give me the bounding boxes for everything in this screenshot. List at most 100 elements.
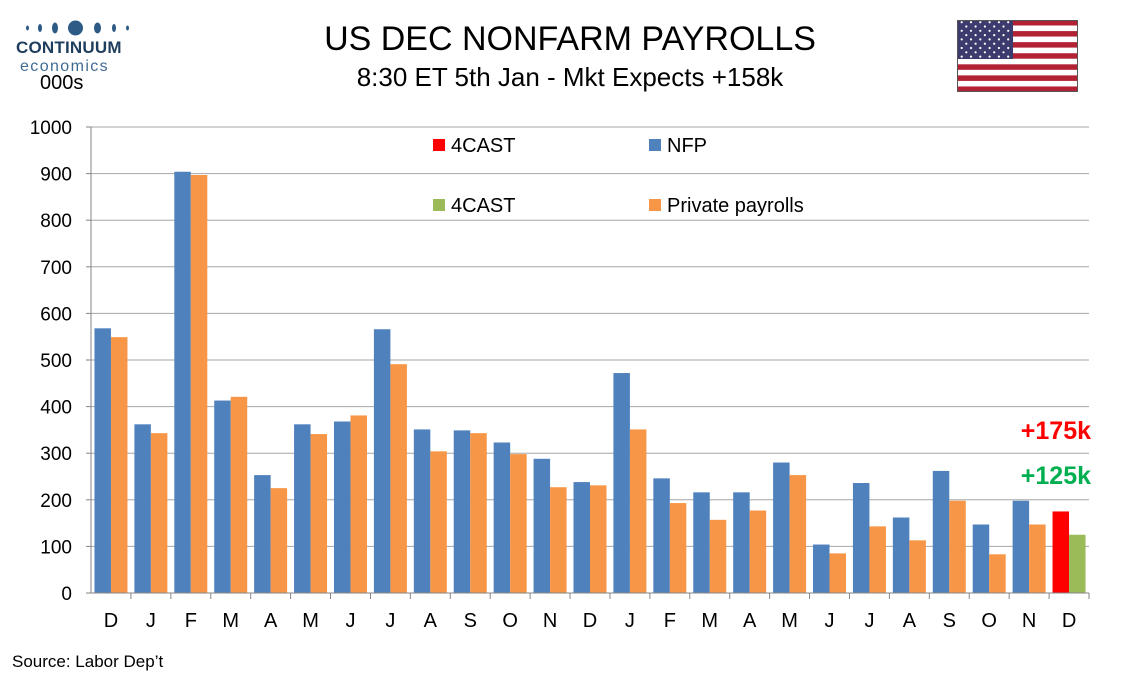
x-tick-label: O [981, 610, 997, 632]
x-tick-label: O [502, 610, 518, 632]
bar-private-payrolls [749, 510, 767, 593]
chart-subtitle: 8:30 ET 5th Jan - Mkt Expects +158k [356, 62, 784, 92]
bar-private-payrolls [629, 429, 647, 593]
x-tick-label: N [543, 610, 557, 632]
logo-dot [126, 25, 129, 31]
forecast-annotation: +125k [1021, 462, 1091, 490]
bar-nfp [653, 478, 670, 593]
bar-private-payrolls [190, 175, 208, 593]
logo-dot [26, 25, 29, 31]
x-tick-label: S [943, 610, 956, 632]
logo-dots-icon [24, 20, 134, 36]
bar-private-payrolls [110, 337, 128, 593]
bar-private-payrolls [510, 454, 527, 593]
bar-nfp [413, 429, 431, 593]
bar-nfp [892, 517, 910, 593]
bar-nfp [174, 171, 191, 593]
bars [94, 171, 1086, 593]
bar-private-payrolls [470, 433, 487, 593]
x-tick-label: J [345, 610, 355, 632]
bar-nfp [134, 424, 151, 593]
x-tick-label: J [625, 610, 635, 632]
x-tick-label: A [264, 610, 278, 632]
logo-dot [52, 22, 58, 34]
continuum-economics-logo: CONTINUUM economics [10, 8, 140, 98]
bar-private-payrolls [829, 553, 847, 593]
y-axis-ticks: 0 100 200 300 400 500 600 700 800 900 1000 [30, 118, 91, 605]
x-tick-label: J [864, 610, 874, 632]
bar-private-payrolls [430, 451, 447, 593]
bar-nfp [373, 329, 391, 593]
x-tick-label: M [701, 610, 718, 632]
legend-label: 4CAST [451, 195, 515, 217]
bar-nfp [94, 328, 111, 593]
x-tick-label: A [424, 610, 438, 632]
bar-nfp [294, 424, 311, 593]
bar-4cast [1052, 511, 1070, 593]
axes [90, 127, 1089, 594]
bar-private-payrolls [789, 475, 807, 593]
bar-private-payrolls [390, 364, 407, 593]
bar-4cast [1069, 534, 1086, 593]
bar-nfp [813, 544, 830, 593]
payrolls-bar-chart: 0 100 200 300 400 500 600 700 800 900 1000 D J F M A M J… [30, 118, 1091, 632]
annotations: +175k +125k [1021, 417, 1091, 490]
legend-swatch [433, 139, 445, 151]
bar-nfp [1012, 500, 1030, 593]
x-tick-label: J [385, 610, 395, 632]
x-tick-label: M [222, 610, 239, 632]
bar-nfp [214, 400, 231, 593]
bar-nfp [613, 373, 630, 593]
source-note: Source: Labor Dep’t [12, 652, 164, 671]
bar-nfp [453, 430, 471, 593]
bar-private-payrolls [949, 500, 966, 593]
bar-nfp [972, 524, 990, 593]
legend-label: NFP [667, 135, 707, 157]
bar-nfp [852, 483, 870, 593]
bar-private-payrolls [989, 554, 1006, 593]
logo-subtitle: economics [20, 58, 110, 75]
x-tick-label: N [1022, 610, 1036, 632]
x-tick-label: F [185, 610, 197, 632]
y-tick-label: 300 [40, 444, 72, 465]
logo-dot [68, 20, 83, 36]
forecast-annotation: +175k [1021, 417, 1091, 445]
bar-nfp [254, 475, 271, 593]
bar-nfp [773, 462, 790, 593]
y-tick-label: 500 [40, 351, 72, 372]
y-tick-label: 800 [40, 211, 72, 232]
bar-private-payrolls [310, 434, 328, 593]
logo-dot [112, 24, 116, 32]
bar-nfp [573, 482, 590, 593]
logo-name: CONTINUUM [16, 38, 122, 57]
y-tick-label: 200 [40, 491, 72, 512]
y-tick-label: 1000 [30, 118, 72, 139]
x-tick-label: J [825, 610, 835, 632]
y-tick-label: 700 [40, 258, 72, 279]
bar-private-payrolls [230, 396, 248, 593]
legend-swatch [649, 199, 661, 211]
units-label: 000s [40, 72, 84, 94]
x-tick-label: M [302, 610, 319, 632]
y-tick-label: 900 [40, 165, 72, 186]
legend-swatch [433, 199, 445, 211]
x-tick-label: D [104, 610, 118, 632]
x-tick-label: D [583, 610, 597, 632]
bar-private-payrolls [590, 485, 607, 593]
x-tick-label: A [903, 610, 917, 632]
y-tick-label: 100 [40, 537, 72, 558]
chart-title: US DEC NONFARM PAYROLLS [324, 20, 816, 58]
x-tick-label: A [743, 610, 757, 632]
legend: 4CAST NFP 4CAST Private payrolls [433, 135, 804, 217]
bar-nfp [533, 458, 551, 593]
bar-private-payrolls [909, 540, 926, 593]
us-flag-icon [957, 20, 1078, 92]
y-tick-label: 0 [61, 584, 72, 605]
y-tick-label: 600 [40, 304, 72, 325]
bar-private-payrolls [669, 503, 687, 593]
logo-dot [94, 22, 101, 34]
bar-private-payrolls [869, 526, 886, 593]
bar-nfp [333, 421, 351, 593]
bar-private-payrolls [350, 415, 367, 593]
